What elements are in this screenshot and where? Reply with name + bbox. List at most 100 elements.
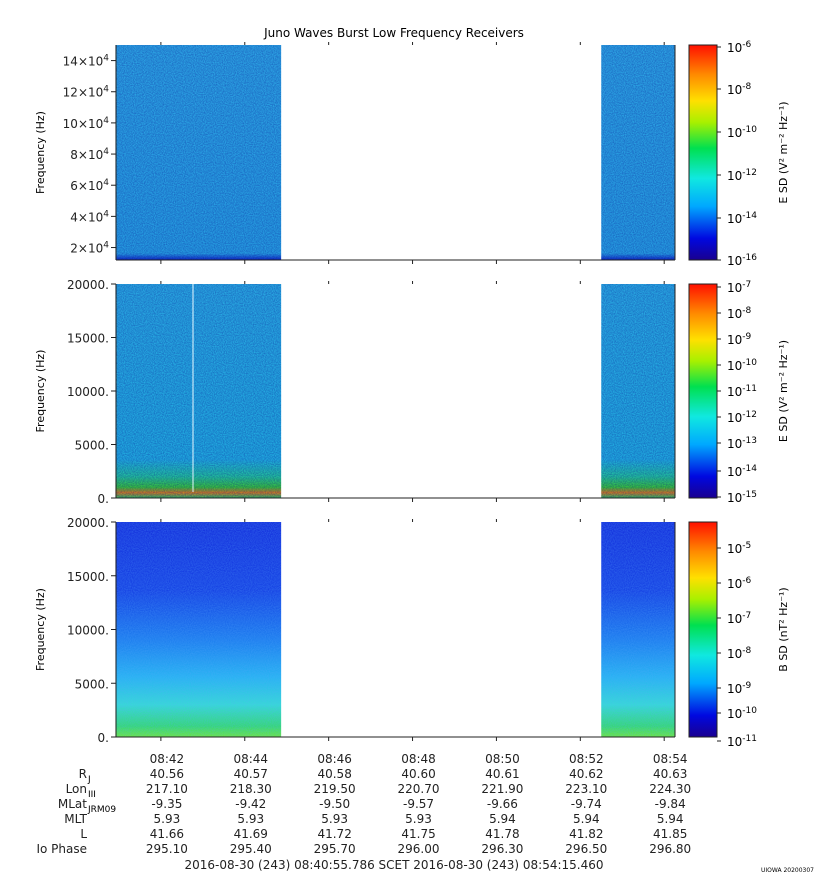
- colorbar-tick-label: 10-11: [727, 734, 757, 749]
- x-tick-label: 08:50: [485, 752, 520, 766]
- colorbar-tick-label: 10-10: [727, 125, 757, 140]
- ephemeris-row-subscript: JRM09: [87, 805, 116, 815]
- ephemeris-value: 296.80: [649, 842, 691, 856]
- y-tick-label: 8×104: [70, 147, 109, 162]
- ephemeris-value: 5.93: [321, 812, 348, 826]
- y-axis-label: Frequency (Hz): [34, 111, 47, 194]
- heatmap-texture: [601, 45, 675, 260]
- ephemeris-row-label: L: [80, 827, 87, 841]
- ephemeris-value: 296.30: [481, 842, 523, 856]
- colorbar-tick-label: 10-8: [727, 646, 752, 661]
- ephemeris-row-subscript: J: [87, 775, 91, 785]
- ephemeris-value: -9.42: [235, 797, 266, 811]
- y-tick-label: 10000.: [67, 385, 109, 399]
- ephemeris-value: 5.93: [405, 812, 432, 826]
- ephemeris-value: 223.10: [565, 782, 607, 796]
- heatmap-texture: [115, 284, 282, 498]
- panel-2: 20000. 15000. 10000. 5000. 0. Frequency (Hz) 1…: [34, 278, 790, 506]
- colorbar-tick-label: 10-10: [727, 706, 757, 721]
- ephemeris-value: 295.40: [230, 842, 272, 856]
- colorbar-tick-label: 10-8: [727, 306, 752, 321]
- ephemeris-value: -9.74: [571, 797, 602, 811]
- ephemeris-value: 40.58: [317, 767, 351, 781]
- y-tick-label: 0.: [98, 731, 109, 745]
- ephemeris-value: 221.90: [481, 782, 523, 796]
- colorbar-tick-label: 10-12: [727, 168, 757, 183]
- ephemeris-row-label: Io Phase: [36, 842, 87, 856]
- ephemeris-value: 296.50: [565, 842, 607, 856]
- colorbar-tick-label: 10-8: [727, 82, 752, 97]
- colorbar-label: B SD (nT² Hz⁻¹): [777, 587, 790, 671]
- ephemeris-row-label: MLT: [64, 812, 87, 826]
- colorbar-tick-label: 10-15: [727, 490, 757, 505]
- colorbar-tick-label: 10-9: [727, 332, 752, 347]
- ephemeris-value: 41.66: [150, 827, 184, 841]
- ephemeris-value: 5.94: [573, 812, 600, 826]
- ephemeris-value: 5.93: [237, 812, 264, 826]
- ephemeris-value: -9.50: [319, 797, 350, 811]
- colorbar-tick-label: 10-12: [727, 410, 757, 425]
- ephemeris-value: 41.82: [569, 827, 603, 841]
- chart-title: Juno Waves Burst Low Frequency Receivers: [263, 26, 524, 40]
- ephemeris-value: 295.70: [314, 842, 356, 856]
- panel-3: 20000. 15000. 10000. 5000. 0. Frequency (Hz) 1…: [34, 516, 790, 749]
- ephemeris-value: -9.66: [487, 797, 518, 811]
- y-tick-label: 4×104: [70, 209, 109, 224]
- colorbar-tick-label: 10-7: [727, 280, 751, 295]
- y-tick-label: 12×104: [63, 85, 110, 100]
- y-tick-label: 6×104: [70, 178, 109, 193]
- colorbar-tick-label: 10-5: [727, 541, 751, 556]
- ephemeris-value: 40.56: [150, 767, 184, 781]
- ephemeris-value: 41.78: [485, 827, 519, 841]
- y-tick-label: 0.: [98, 492, 109, 506]
- ephemeris-row-label: Lon: [66, 782, 87, 796]
- ephemeris-value: 5.94: [489, 812, 516, 826]
- y-tick-label: 5000.: [75, 677, 109, 691]
- x-tick-label: 08:46: [317, 752, 352, 766]
- colorbar-tick-label: 10-16: [727, 253, 757, 268]
- x-tick-label: 08:44: [233, 752, 268, 766]
- ephemeris-value: -9.84: [655, 797, 686, 811]
- y-tick-label: 20000.: [67, 278, 109, 292]
- ephemeris-value: 224.30: [649, 782, 691, 796]
- ephemeris-row-subscript: III: [88, 790, 96, 800]
- y-axis-label: Frequency (Hz): [34, 588, 47, 671]
- ephemeris-value: 5.94: [657, 812, 684, 826]
- x-tick-label: 08:52: [569, 752, 604, 766]
- ephemeris-value: 295.10: [146, 842, 188, 856]
- y-tick-label: 5000.: [75, 439, 109, 453]
- y-tick-label: 10000.: [67, 624, 109, 638]
- panel-1: 14×104 12×104 10×104 8×104 6×104 4×104 2×104 Fr…: [34, 40, 790, 268]
- colorbar: [688, 521, 718, 738]
- colorbar-tick-label: 10-11: [727, 384, 757, 399]
- colorbar-tick-label: 10-7: [727, 611, 751, 626]
- y-tick-label: 10×104: [63, 116, 110, 131]
- x-tick-label: 08:48: [401, 752, 436, 766]
- colorbar-tick-label: 10-9: [727, 681, 752, 696]
- ephemeris-value: 41.69: [234, 827, 268, 841]
- ephemeris-value: 219.50: [314, 782, 356, 796]
- y-tick-label: 20000.: [67, 516, 109, 530]
- colorbar-tick-label: 10-6: [727, 40, 752, 55]
- colorbar-label: E SD (V² m⁻² Hz⁻¹): [777, 340, 790, 442]
- ephemeris-value: -9.35: [151, 797, 182, 811]
- colorbar-tick-label: 10-13: [727, 436, 757, 451]
- credit-label: UIOWA 20200307: [761, 867, 814, 874]
- colorbar: [688, 44, 718, 261]
- y-axis-label: Frequency (Hz): [34, 350, 47, 433]
- ephemeris-value: 40.57: [234, 767, 268, 781]
- ephemeris-value: 40.63: [653, 767, 687, 781]
- colorbar-tick-label: 10-14: [727, 211, 757, 226]
- y-tick-label: 15000.: [67, 570, 109, 584]
- colorbar-tick-label: 10-6: [727, 576, 752, 591]
- ephemeris-value: 40.62: [569, 767, 603, 781]
- colorbar-tick-label: 10-14: [727, 464, 757, 479]
- heatmap-texture: [115, 45, 282, 260]
- y-tick-label: 2×104: [70, 241, 109, 256]
- y-tick-label: 14×104: [63, 54, 110, 69]
- ephemeris-value: 220.70: [398, 782, 440, 796]
- ephemeris-value: 41.85: [653, 827, 687, 841]
- ephemeris-value: -9.57: [403, 797, 434, 811]
- colorbar: [688, 283, 718, 499]
